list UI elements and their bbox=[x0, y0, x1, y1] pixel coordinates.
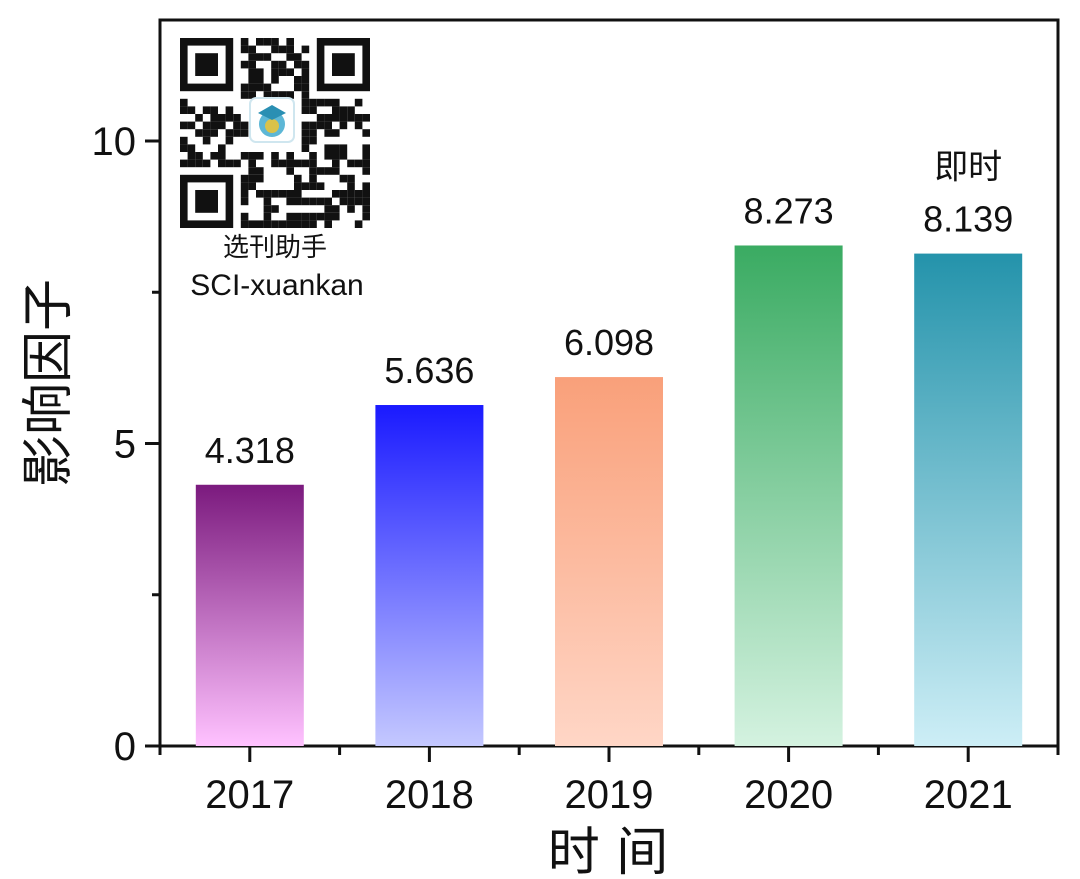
x-tick-label-2019: 2019 bbox=[565, 773, 654, 817]
watermark: 选刊助手 SCI-xuankan bbox=[180, 38, 370, 302]
data-label-2018: 5.636 bbox=[384, 350, 474, 391]
bar-2018 bbox=[375, 405, 484, 746]
x-tick-label-2017: 2017 bbox=[205, 773, 294, 817]
x-axis: 2017 2018 2019 2020 2021 bbox=[158, 746, 1060, 817]
bar-2019 bbox=[555, 377, 663, 746]
data-label-2020: 8.273 bbox=[744, 190, 834, 231]
y-axis-title: 影响因子 bbox=[19, 279, 79, 487]
data-label-2021: 8.139 bbox=[923, 199, 1013, 240]
bar-2017 bbox=[195, 484, 304, 746]
data-label-2019: 6.098 bbox=[564, 322, 654, 363]
y-axis: 0 5 10 bbox=[92, 120, 160, 769]
y-tick-label-0: 0 bbox=[114, 725, 136, 769]
bar-2021 bbox=[914, 253, 1023, 746]
watermark-en-text: SCI-xuankan bbox=[190, 269, 363, 302]
bar-2020 bbox=[734, 245, 843, 746]
qr-code-icon bbox=[180, 38, 370, 228]
x-tick-label-2021: 2021 bbox=[924, 773, 1013, 817]
x-tick-label-2020: 2020 bbox=[744, 773, 833, 817]
x-tick-label-2018: 2018 bbox=[385, 773, 474, 817]
watermark-cn-text: 选刊助手 bbox=[223, 233, 327, 263]
data-label-2017: 4.318 bbox=[205, 430, 295, 471]
annotation-label: 即时 bbox=[934, 148, 1002, 188]
value-labels-group: 4.318 5.636 6.098 8.273 8.139 bbox=[205, 190, 1013, 470]
bars-group bbox=[195, 245, 1023, 746]
y-tick-label-5: 5 bbox=[114, 423, 136, 467]
x-axis-title: 时 间 bbox=[548, 823, 669, 879]
y-tick-label-10: 10 bbox=[92, 120, 137, 164]
graduation-cap-logo-icon bbox=[249, 97, 295, 143]
